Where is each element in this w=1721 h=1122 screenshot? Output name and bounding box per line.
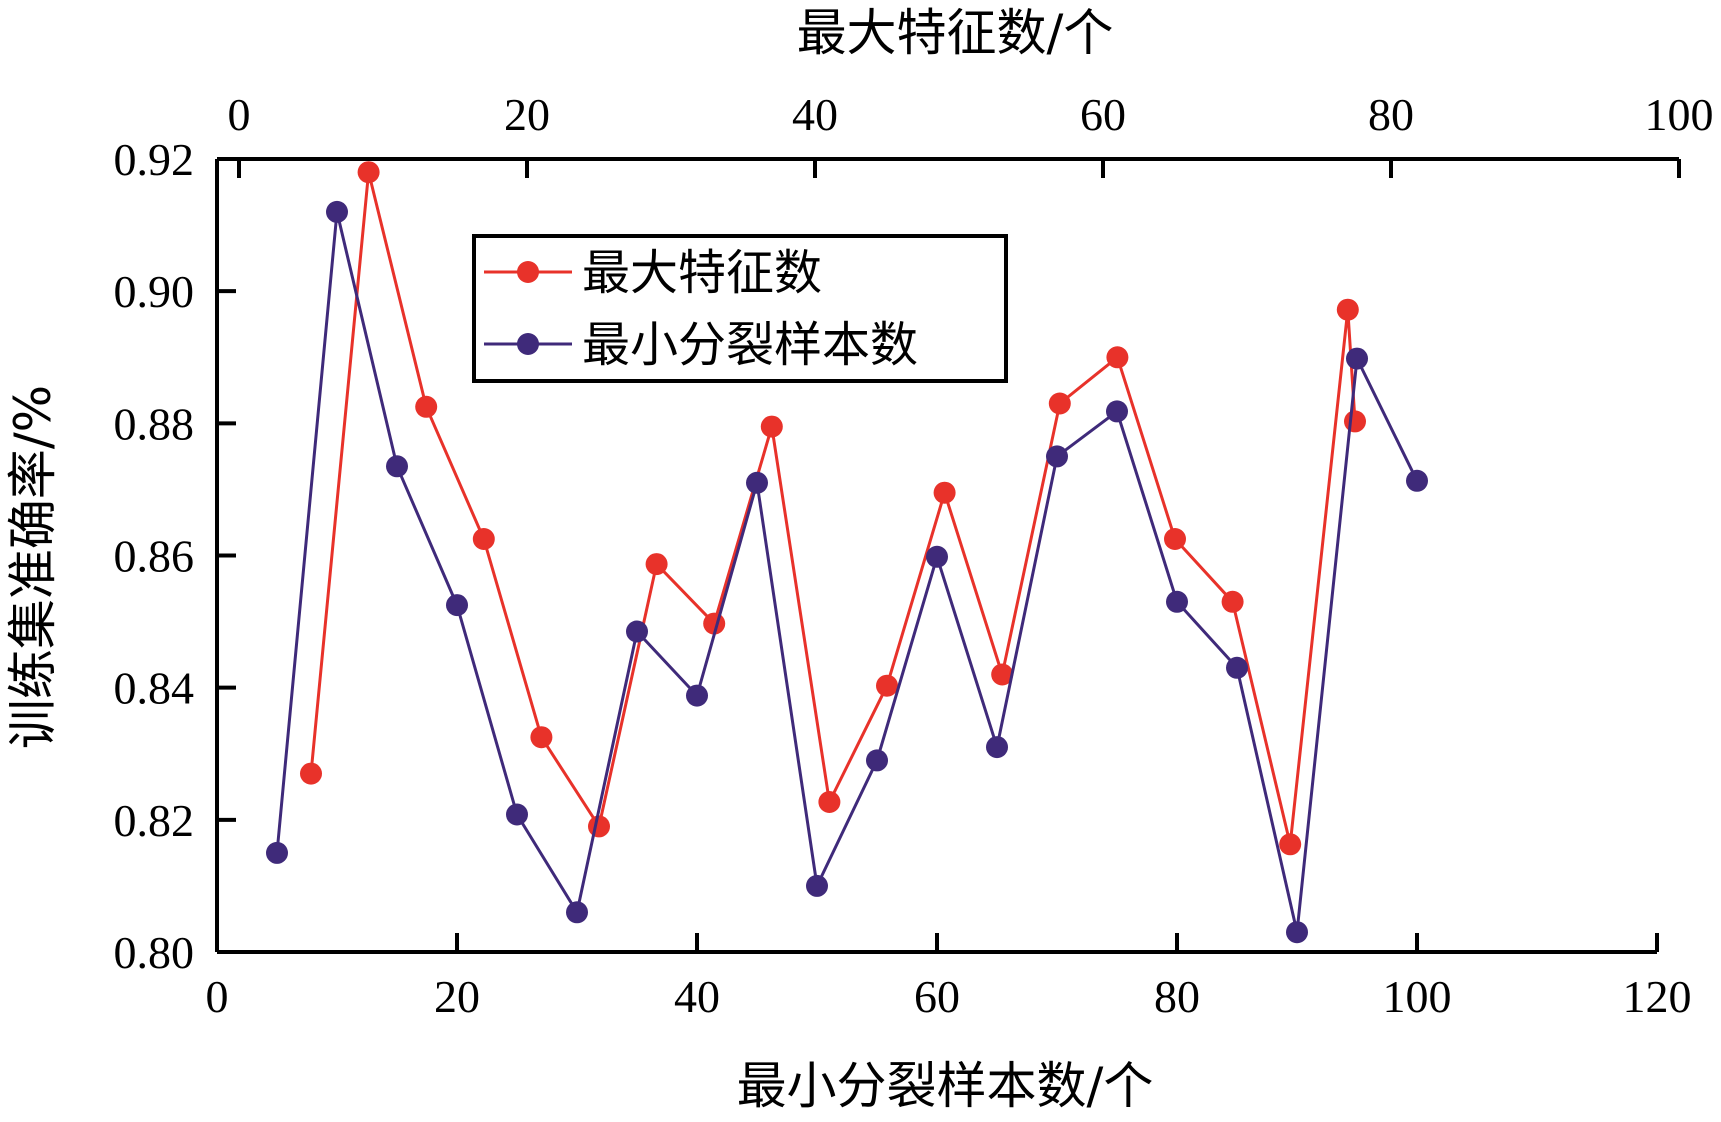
data-point bbox=[1406, 469, 1428, 492]
data-point bbox=[991, 663, 1014, 686]
data-point bbox=[357, 161, 380, 184]
data-point bbox=[446, 594, 468, 617]
top-tick-label: 20 bbox=[504, 89, 550, 140]
top-tick-label: 80 bbox=[1368, 89, 1414, 140]
data-point bbox=[686, 684, 708, 707]
bottom-tick-label: 100 bbox=[1383, 971, 1452, 1022]
data-point bbox=[1336, 298, 1359, 321]
left-axis-ticks: 0.80 0.82 0.84 0.86 0.88 0.90 0.92 bbox=[114, 134, 236, 978]
left-tick-label: 0.84 bbox=[114, 663, 195, 714]
bottom-tick-label: 120 bbox=[1623, 971, 1692, 1022]
data-point bbox=[506, 803, 528, 826]
data-point bbox=[626, 620, 648, 643]
bottom-tick-label: 20 bbox=[434, 971, 480, 1022]
data-point bbox=[566, 901, 588, 924]
top-axis-ticks: 0 20 40 60 80 100 bbox=[228, 89, 1714, 178]
data-point bbox=[1106, 400, 1128, 423]
legend-label-max-features: 最大特征数 bbox=[582, 245, 822, 301]
data-point bbox=[266, 841, 288, 864]
data-point bbox=[806, 874, 828, 897]
data-point bbox=[866, 749, 888, 772]
data-point bbox=[1106, 346, 1129, 369]
data-point bbox=[472, 528, 495, 550]
bottom-axis-ticks: 0 20 40 60 80 100 120 bbox=[206, 933, 1692, 1022]
bottom-tick-label: 80 bbox=[1154, 971, 1200, 1022]
bottom-tick-label: 60 bbox=[914, 971, 960, 1022]
left-tick-label: 0.90 bbox=[114, 266, 195, 317]
bottom-tick-label: 40 bbox=[674, 971, 720, 1022]
y-axis-title: 训练集准确率/% bbox=[4, 385, 62, 749]
data-point bbox=[415, 395, 438, 418]
left-tick-label: 0.86 bbox=[114, 531, 195, 582]
legend-marker-max-features bbox=[517, 261, 539, 283]
top-tick-label: 100 bbox=[1645, 89, 1714, 140]
data-point bbox=[1221, 590, 1244, 613]
data-point bbox=[876, 674, 898, 697]
data-point bbox=[1048, 392, 1071, 415]
data-point bbox=[926, 545, 948, 568]
series-line bbox=[275, 210, 1419, 934]
data-point bbox=[645, 553, 668, 576]
data-point bbox=[1346, 347, 1368, 370]
top-tick-label: 60 bbox=[1080, 89, 1126, 140]
data-point bbox=[326, 200, 348, 223]
series-0 bbox=[300, 161, 1366, 856]
left-tick-label: 0.82 bbox=[114, 795, 195, 846]
left-tick-label: 0.80 bbox=[114, 927, 195, 978]
legend-box bbox=[472, 234, 1008, 383]
series-line bbox=[309, 170, 1357, 846]
data-point bbox=[760, 415, 783, 438]
data-point bbox=[588, 815, 610, 838]
legend-marker-min-split bbox=[517, 333, 539, 355]
series-layer bbox=[266, 161, 1428, 944]
data-point bbox=[933, 481, 956, 504]
top-tick-label: 40 bbox=[792, 89, 838, 140]
data-point bbox=[1046, 445, 1068, 468]
data-point bbox=[300, 762, 322, 785]
data-point bbox=[1226, 656, 1248, 679]
bottom-tick-label: 0 bbox=[206, 971, 229, 1022]
data-point bbox=[1166, 590, 1188, 613]
legend-label-min-split: 最小分裂样本数 bbox=[582, 317, 918, 373]
legend: 最大特征数 最小分裂样本数 bbox=[472, 234, 1008, 383]
data-point bbox=[818, 791, 841, 813]
top-axis-title: 最大特征数/个 bbox=[797, 4, 1114, 62]
left-tick-label: 0.88 bbox=[114, 398, 195, 449]
data-point bbox=[386, 455, 408, 478]
top-tick-label: 0 bbox=[228, 89, 251, 140]
left-tick-label: 0.92 bbox=[114, 134, 195, 185]
data-point bbox=[1286, 921, 1308, 944]
data-point bbox=[746, 471, 768, 494]
data-point bbox=[1164, 528, 1186, 550]
bottom-axis-title: 最小分裂样本数/个 bbox=[737, 1057, 1154, 1115]
series-1 bbox=[266, 200, 1428, 944]
data-point bbox=[530, 726, 553, 749]
data-point bbox=[1279, 833, 1302, 856]
data-point bbox=[1344, 410, 1366, 433]
data-point bbox=[986, 736, 1008, 759]
